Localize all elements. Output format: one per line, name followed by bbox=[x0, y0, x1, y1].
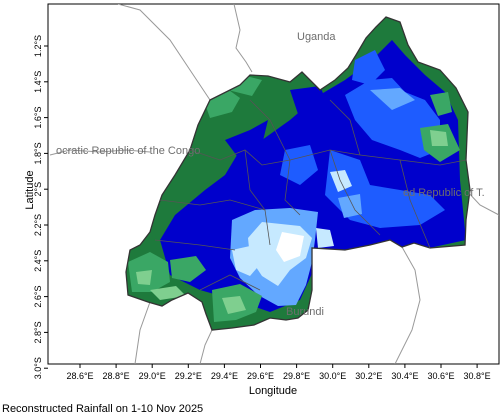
x-tick-label: 30.0°E bbox=[319, 371, 346, 381]
country-label-burundi: Burundi bbox=[286, 306, 324, 318]
y-tick-label: 1.6°S bbox=[33, 107, 43, 129]
y-tick-label: 2°S bbox=[33, 182, 43, 197]
x-tick-label: 30.8°E bbox=[464, 371, 491, 381]
map-caption: Reconstructed Rainfall on 1-10 Nov 2025 bbox=[2, 403, 204, 415]
y-axis-ticks: 1.2°S 1.4°S 1.6°S 1.8°S 2°S 2.2°S 2.4°S 2.6°S 2.… bbox=[33, 35, 48, 379]
y-tick-label: 1.8°S bbox=[33, 142, 43, 164]
country-label-tanzania: ed Republic of T. bbox=[403, 187, 485, 199]
y-tick-label: 3.0°S bbox=[33, 357, 43, 379]
x-tick-label: 29.2°E bbox=[175, 371, 202, 381]
country-label-drc: ocratic Republic of the Congo bbox=[56, 145, 200, 157]
country-boundaries bbox=[49, 4, 499, 364]
x-tick-label: 30.2°E bbox=[355, 371, 382, 381]
y-tick-label: 2.2°S bbox=[33, 214, 43, 236]
x-tick-label: 30.6°E bbox=[427, 371, 454, 381]
x-tick-label: 28.8°E bbox=[103, 371, 130, 381]
y-tick-label: 1.4°S bbox=[33, 71, 43, 93]
country-label-uganda: Uganda bbox=[297, 31, 336, 43]
y-tick-label: 1.2°S bbox=[33, 35, 43, 57]
rwanda-outline bbox=[125, 16, 471, 331]
x-tick-label: 29.8°E bbox=[283, 371, 310, 381]
x-tick-label: 29.6°E bbox=[247, 371, 274, 381]
y-axis-title: Latitude bbox=[24, 170, 36, 209]
x-axis-title: Longitude bbox=[249, 385, 297, 397]
x-tick-label: 30.4°E bbox=[391, 371, 418, 381]
y-tick-label: 2.8°S bbox=[33, 321, 43, 343]
x-tick-label: 29.4°E bbox=[211, 371, 238, 381]
y-tick-label: 2.6°S bbox=[33, 286, 43, 308]
x-tick-label: 28.6°E bbox=[66, 371, 93, 381]
x-axis-ticks: 28.6°E 28.8°E 29.0°E 29.2°E 29.4°E 29.6°E 29.8… bbox=[66, 364, 491, 381]
y-tick-label: 2.4°S bbox=[33, 250, 43, 272]
x-tick-label: 29.0°E bbox=[139, 371, 166, 381]
